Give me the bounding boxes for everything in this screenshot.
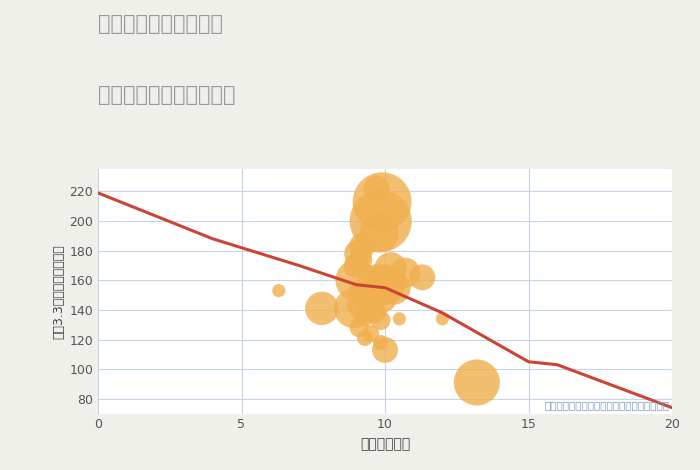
Point bbox=[374, 229, 385, 237]
X-axis label: 駅距離（分）: 駅距離（分） bbox=[360, 437, 410, 451]
Point bbox=[348, 305, 359, 312]
Point bbox=[377, 294, 388, 302]
Point bbox=[354, 324, 365, 331]
Point bbox=[375, 339, 386, 346]
Point bbox=[379, 281, 391, 289]
Point bbox=[379, 346, 391, 353]
Point bbox=[356, 243, 368, 250]
Point bbox=[375, 217, 386, 225]
Point bbox=[365, 330, 377, 337]
Point bbox=[371, 185, 382, 192]
Point bbox=[400, 269, 411, 277]
Point bbox=[393, 315, 405, 322]
Point bbox=[352, 250, 363, 258]
Point bbox=[356, 300, 368, 308]
Point bbox=[385, 265, 396, 272]
Point bbox=[359, 334, 370, 342]
Point bbox=[351, 262, 362, 269]
Point bbox=[377, 198, 388, 205]
Point bbox=[437, 315, 448, 322]
Point bbox=[351, 276, 362, 284]
Point bbox=[388, 284, 399, 291]
Y-axis label: 坪（3.3㎡）単価（万円）: 坪（3.3㎡）単価（万円） bbox=[52, 244, 65, 339]
Point bbox=[471, 379, 482, 386]
Point bbox=[359, 312, 370, 320]
Point bbox=[316, 305, 328, 312]
Text: 円の大きさは、取引のあった物件面積を示す: 円の大きさは、取引のあった物件面積を示す bbox=[544, 400, 669, 411]
Text: 駅距離別中古戸建て価格: 駅距離別中古戸建て価格 bbox=[98, 85, 235, 105]
Point bbox=[371, 280, 382, 287]
Point bbox=[365, 291, 377, 299]
Text: 兵庫県西宮市門前町の: 兵庫県西宮市門前町の bbox=[98, 14, 223, 34]
Point bbox=[368, 308, 379, 315]
Point bbox=[416, 274, 428, 281]
Point bbox=[375, 316, 386, 324]
Point bbox=[354, 289, 365, 296]
Point bbox=[273, 287, 284, 294]
Point bbox=[355, 256, 366, 263]
